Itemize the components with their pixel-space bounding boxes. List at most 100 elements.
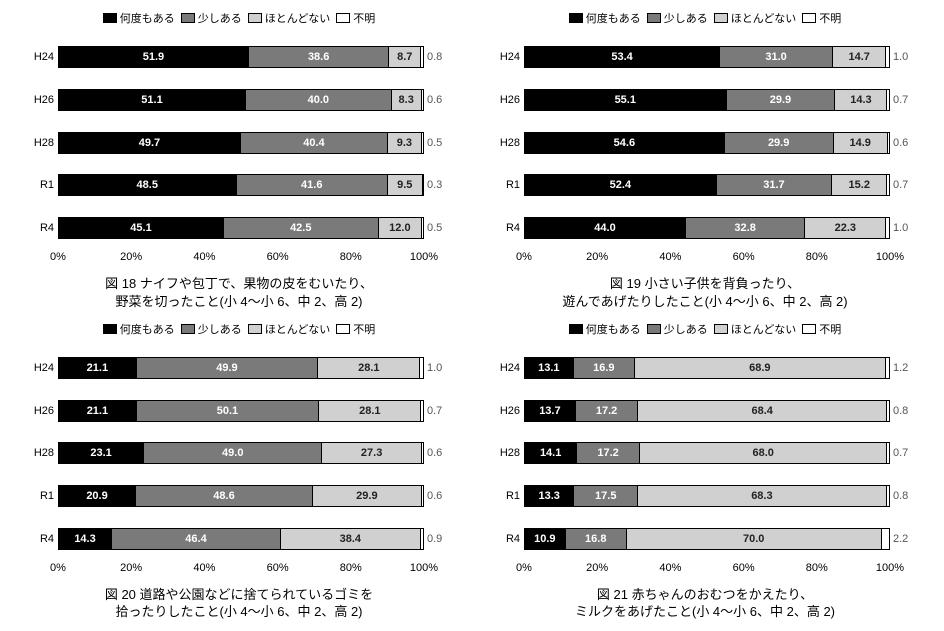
bar-segment xyxy=(885,358,889,378)
bar-segment xyxy=(420,529,423,549)
chart-grid: 何度もある少しあるほとんどない不明H2451.938.68.70.8H2651.… xyxy=(20,10,924,621)
stacked-bar: 49.740.49.30.5 xyxy=(58,132,424,154)
bar-segment: 28.1 xyxy=(318,401,420,421)
segment-value-outside: 0.8 xyxy=(893,405,908,417)
bar-segment: 8.7 xyxy=(388,47,420,67)
caption-line: ミルクをあげたこと(小 4～小 6、中 2、高 2) xyxy=(486,603,924,621)
legend-item: 少しある xyxy=(181,321,242,337)
segment-value: 38.4 xyxy=(340,533,361,545)
category-label: R4 xyxy=(24,533,54,545)
bar-row: H2651.140.08.30.6 xyxy=(58,87,424,113)
bar-segment: 46.4 xyxy=(111,529,280,549)
caption-line: 図 19 小さい子供を背負ったり、 xyxy=(486,275,924,293)
segment-value: 45.1 xyxy=(130,222,151,234)
legend-swatch xyxy=(569,324,583,334)
legend-item: 何度もある xyxy=(103,10,175,26)
legend-label: 何度もある xyxy=(120,10,175,26)
bar-segment: 22.3 xyxy=(804,218,885,238)
segment-value: 14.3 xyxy=(74,533,95,545)
segment-value-outside: 1.0 xyxy=(893,222,908,234)
legend-item: ほとんどない xyxy=(714,10,796,26)
legend-label: ほとんどない xyxy=(731,321,796,337)
bar-row: H2451.938.68.70.8 xyxy=(58,44,424,70)
legend-swatch xyxy=(647,13,661,23)
stacked-bar: 23.149.027.30.6 xyxy=(58,442,424,464)
segment-value-outside: 0.6 xyxy=(427,447,442,459)
bar-segment: 21.1 xyxy=(59,401,136,421)
segment-value: 14.3 xyxy=(850,94,871,106)
segment-value: 32.8 xyxy=(734,222,755,234)
bar-row: H2814.117.268.00.7 xyxy=(524,440,890,466)
bar-row: H2453.431.014.71.0 xyxy=(524,44,890,70)
legend-label: 何度もある xyxy=(120,321,175,337)
legend-swatch xyxy=(714,13,728,23)
stacked-bar: 14.117.268.00.7 xyxy=(524,442,890,464)
x-tick: 80% xyxy=(340,251,362,263)
legend-item: 不明 xyxy=(336,10,375,26)
category-label: H24 xyxy=(24,51,54,63)
bar-segment: 49.9 xyxy=(136,358,317,378)
category-label: H26 xyxy=(24,94,54,106)
segment-value: 9.5 xyxy=(397,179,412,191)
chart-caption: 図 19 小さい子供を背負ったり、遊んであげたりしたこと(小 4～小 6、中 2… xyxy=(486,275,924,310)
segment-value-outside: 1.0 xyxy=(427,362,442,374)
x-tick: 20% xyxy=(586,251,608,263)
stacked-bar: 45.142.512.00.5 xyxy=(58,217,424,239)
bar-segment: 13.7 xyxy=(525,401,575,421)
bar-segment: 44.0 xyxy=(525,218,685,238)
legend-item: 何度もある xyxy=(569,321,641,337)
legend-label: 少しある xyxy=(198,10,242,26)
x-tick: 60% xyxy=(733,562,755,574)
x-tick: 40% xyxy=(659,251,681,263)
segment-value: 31.0 xyxy=(765,51,786,63)
legend-swatch xyxy=(802,324,816,334)
segment-value: 49.9 xyxy=(216,362,237,374)
segment-value: 42.5 xyxy=(290,222,311,234)
bar-segment xyxy=(886,175,889,195)
legend-item: 不明 xyxy=(802,10,841,26)
segment-value: 15.2 xyxy=(849,179,870,191)
stacked-bar: 13.317.568.30.8 xyxy=(524,485,890,507)
x-tick: 40% xyxy=(659,562,681,574)
bar-segment: 28.1 xyxy=(317,358,419,378)
category-label: H26 xyxy=(24,405,54,417)
segment-value-outside: 0.6 xyxy=(893,137,908,149)
segment-value: 29.9 xyxy=(356,490,377,502)
bar-segment xyxy=(887,133,889,153)
segment-value: 40.0 xyxy=(308,94,329,106)
legend-swatch xyxy=(714,324,728,334)
legend-item: 少しある xyxy=(647,321,708,337)
segment-value: 29.9 xyxy=(768,137,789,149)
bar-segment: 14.1 xyxy=(525,443,576,463)
bar-segment: 42.5 xyxy=(223,218,378,238)
stacked-bar: 53.431.014.71.0 xyxy=(524,46,890,68)
x-tick: 80% xyxy=(340,562,362,574)
bar-segment xyxy=(422,175,423,195)
segment-value: 31.7 xyxy=(763,179,784,191)
bar-segment: 49.0 xyxy=(143,443,321,463)
bar-row: R148.541.69.50.3 xyxy=(58,172,424,198)
category-label: H26 xyxy=(490,94,520,106)
bar-segment: 51.1 xyxy=(59,90,245,110)
segment-value: 22.3 xyxy=(835,222,856,234)
bar-segment xyxy=(421,90,423,110)
bar-segment xyxy=(421,486,423,506)
segment-value: 55.1 xyxy=(615,94,636,106)
bar-row: H2421.149.928.11.0 xyxy=(58,355,424,381)
stacked-bar: 21.149.928.11.0 xyxy=(58,357,424,379)
x-tick: 20% xyxy=(120,251,142,263)
segment-value: 28.1 xyxy=(358,362,379,374)
bar-segment: 20.9 xyxy=(59,486,135,506)
bar-segment: 12.0 xyxy=(378,218,422,238)
bar-segment: 38.4 xyxy=(280,529,420,549)
x-axis: 0%20%40%60%80%100% xyxy=(524,562,890,580)
bar-row: H2655.129.914.30.7 xyxy=(524,87,890,113)
segment-value: 38.6 xyxy=(308,51,329,63)
legend-swatch xyxy=(336,324,350,334)
legend-item: 何度もある xyxy=(103,321,175,337)
x-tick: 100% xyxy=(410,562,438,574)
legend-swatch xyxy=(103,13,117,23)
category-label: H24 xyxy=(490,51,520,63)
bar-segment xyxy=(886,401,889,421)
bar-segment: 45.1 xyxy=(59,218,223,238)
